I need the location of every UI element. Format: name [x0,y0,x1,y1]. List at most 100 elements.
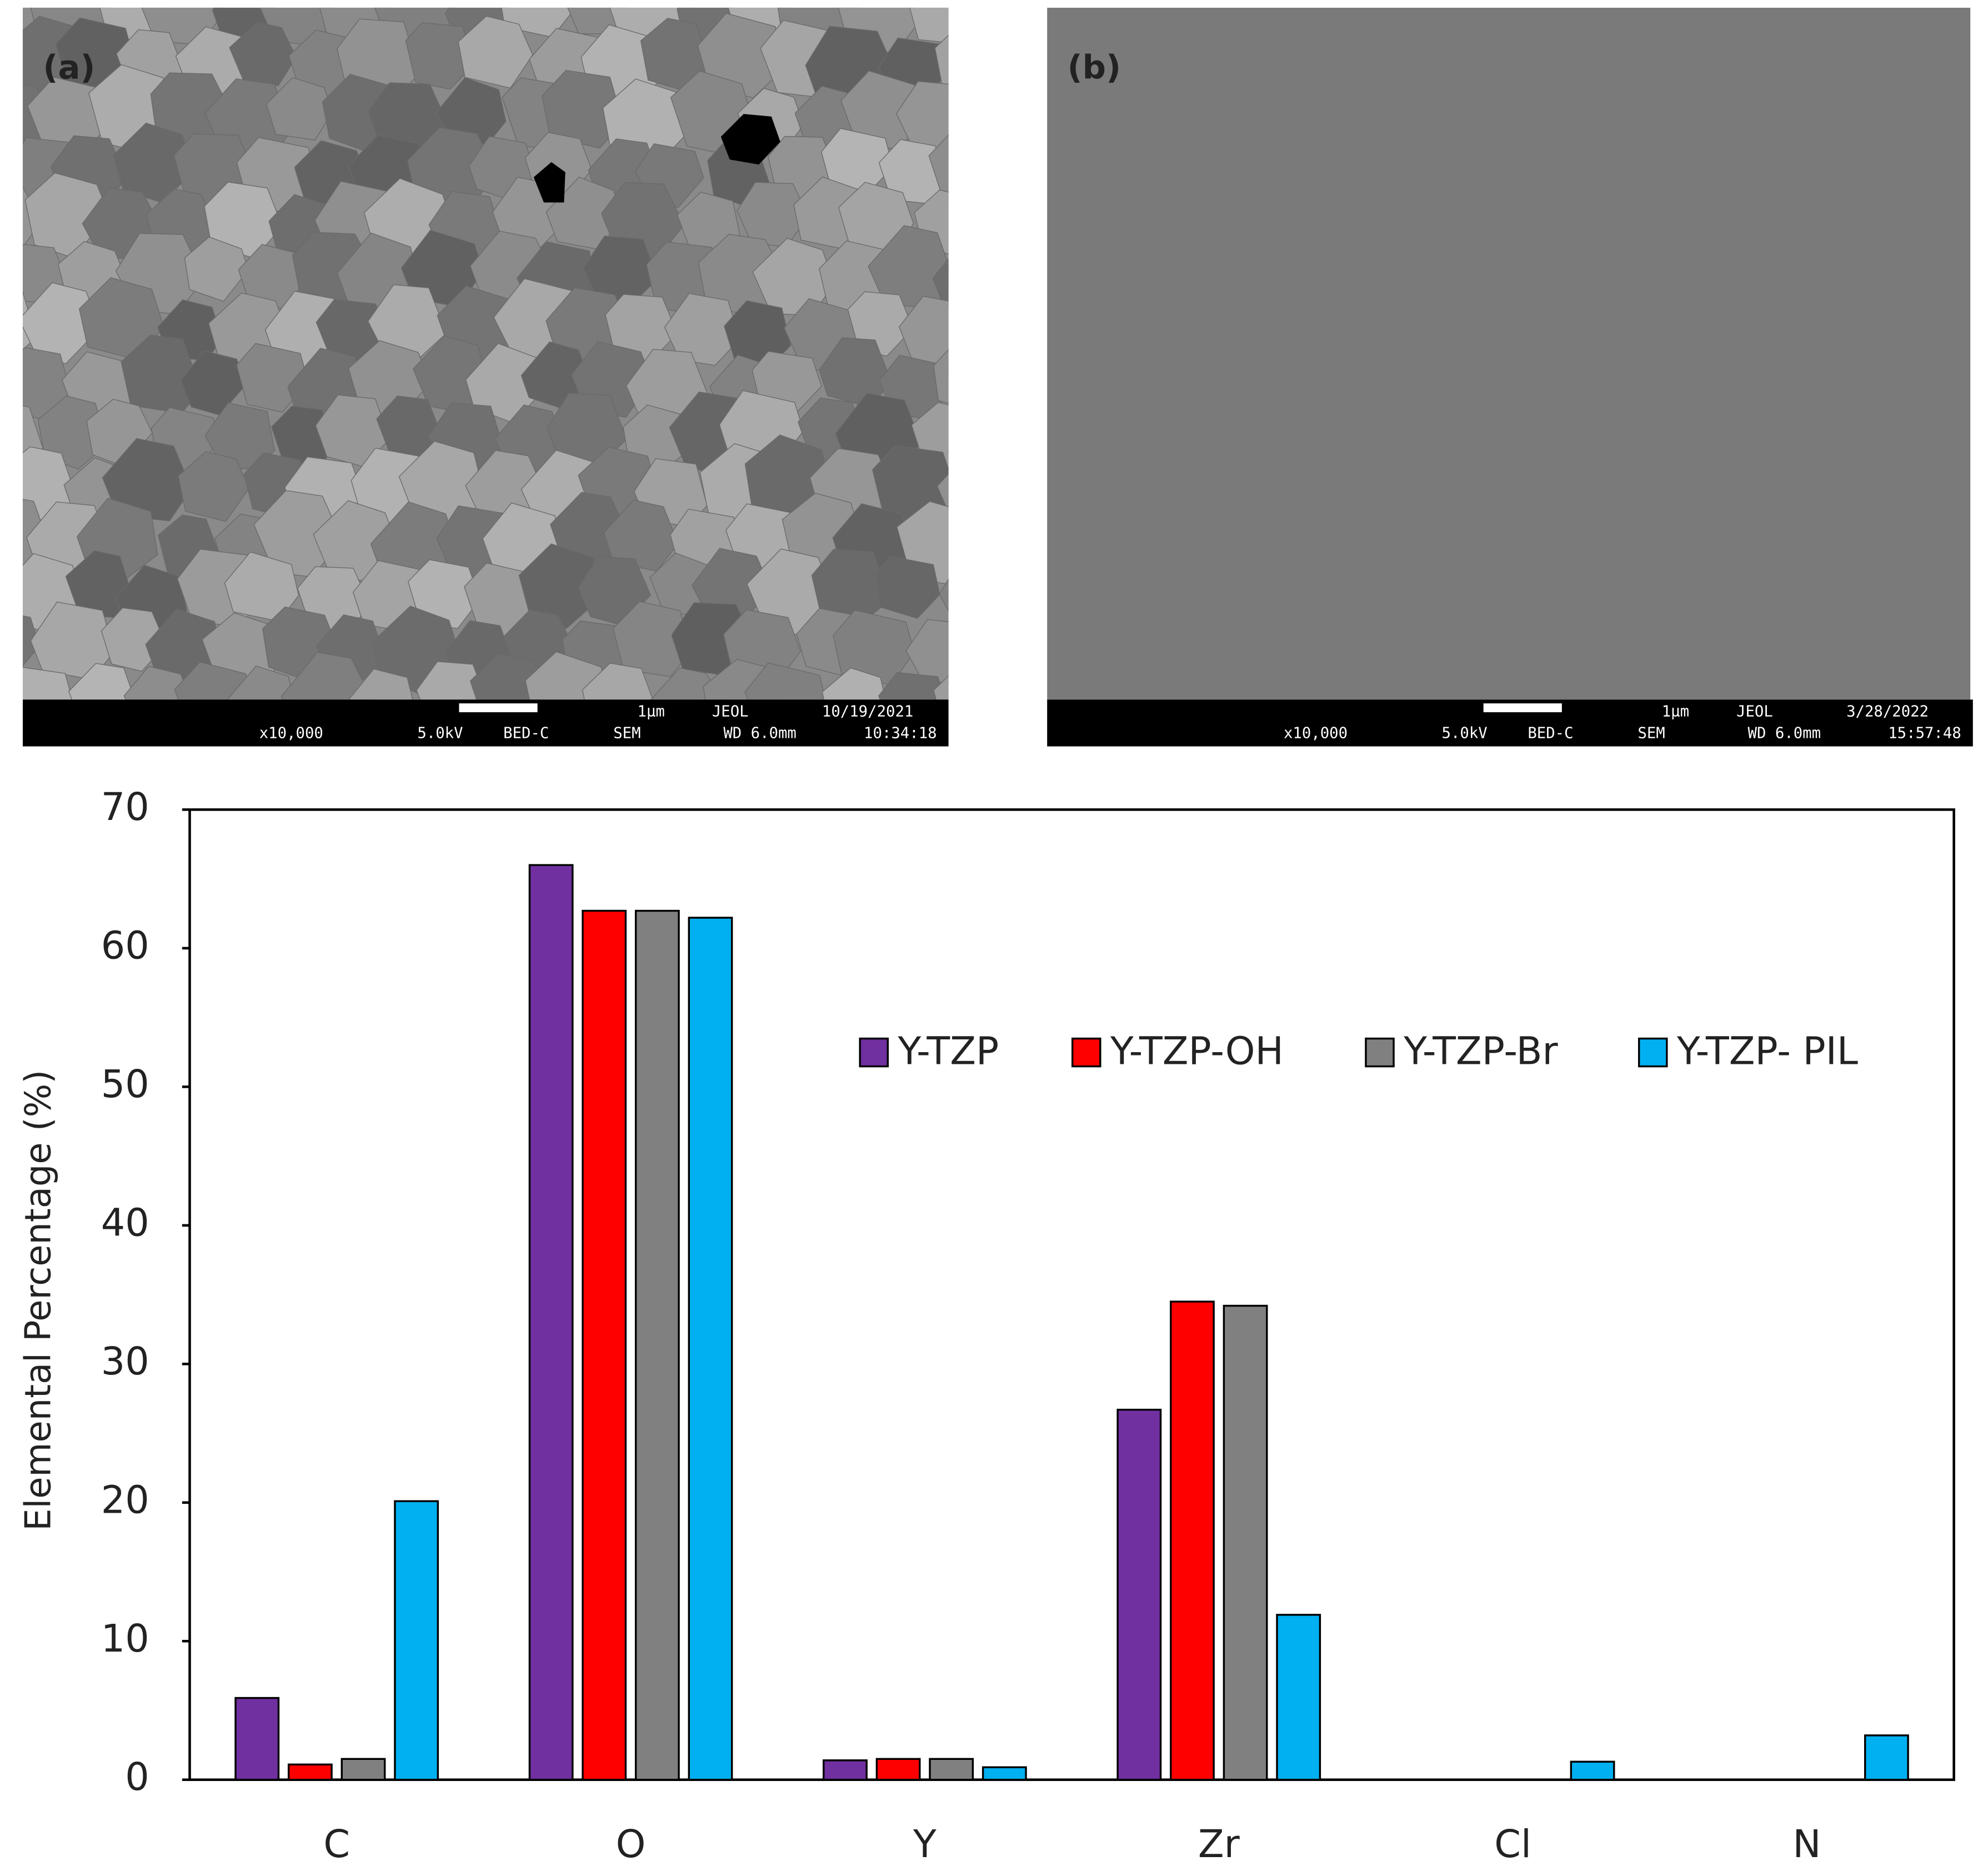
grain [178,451,250,522]
info-maker: JEOL [712,703,749,721]
grain [37,396,109,470]
grain [229,22,297,86]
info-detector: BED-C [1528,724,1573,742]
grain [744,662,827,700]
grain [933,675,949,700]
bar [528,864,574,1781]
grain [582,663,654,700]
grain [416,661,487,700]
x-tick-label: N [1792,1823,1821,1867]
grain [664,293,740,366]
grain [458,16,533,89]
bar [1864,1734,1909,1781]
bar [1223,1304,1268,1781]
grain [518,543,603,629]
info-date: 10/19/2021 [822,703,913,721]
grain [22,667,73,700]
grain [68,663,136,700]
grain [407,559,480,629]
grain [878,672,944,700]
info-wd: WD 6.0mm [1748,724,1821,742]
legend-label: Y-TZP-OH [1110,1029,1284,1073]
y-tick-label: 70 [101,786,149,829]
grain [542,69,624,149]
grain [934,34,949,94]
bar [1170,1300,1215,1781]
x-tick-label: C [323,1823,350,1867]
info-time: 15:57:48 [1888,724,1961,742]
bar [688,917,733,1781]
info-date: 3/28/2022 [1846,703,1929,721]
grain [184,236,249,302]
bar [582,909,627,1781]
grain [928,134,949,204]
pore [720,114,780,165]
grain-layer [22,7,949,700]
info-time: 10:34:18 [864,724,937,742]
info-mag: x10,000 [259,724,323,742]
bar [982,1766,1027,1781]
bar [1570,1760,1615,1781]
grain [933,349,949,404]
bar [823,1759,868,1781]
y-axis-title: Elemental Percentage (%) [18,1070,59,1531]
info-kv: 5.0kV [417,724,463,742]
grain [937,473,949,513]
info-detector: BED-C [503,724,549,742]
bar [875,1758,921,1781]
bar [634,909,680,1781]
plot-frame [188,808,1955,1781]
y-tick-label: 50 [101,1063,149,1107]
grain [905,619,949,684]
info-mode: SEM [1638,724,1665,742]
pore [533,162,565,203]
grain [281,652,373,700]
info-kv: 5.0kV [1442,724,1488,742]
sem-image-b [1047,7,1971,700]
grain [822,667,886,700]
legend-label: Y-TZP [898,1029,999,1073]
info-wd: WD 6.0mm [723,724,797,742]
bar [1116,1408,1162,1781]
legend-swatch [1071,1037,1101,1068]
bar [394,1500,439,1781]
grain [123,666,192,700]
grain [650,667,722,700]
y-tick-label: 30 [101,1340,149,1384]
bar [340,1758,386,1781]
info-mag: x10,000 [1284,724,1348,742]
legend-swatch [1638,1037,1668,1068]
info-mode: SEM [613,724,640,742]
grain [899,296,949,376]
grain [22,282,102,364]
grain [613,601,692,677]
y-tick-label: 20 [101,1478,149,1522]
grain [266,77,334,141]
bar [929,1758,974,1781]
legend-label: Y-TZP- PIL [1676,1029,1858,1073]
grain [227,665,294,700]
bar [234,1697,280,1781]
legend-swatch [1365,1037,1395,1068]
grain [939,578,949,612]
info-scale: 1μm [638,703,665,721]
x-tick-label: Y [913,1823,937,1867]
scale-bar [459,703,538,713]
grain [405,22,475,90]
x-tick-label: Zr [1198,1823,1240,1867]
info-scale: 1μm [1662,703,1689,721]
y-tick-label: 40 [101,1201,149,1245]
grain [933,258,949,308]
panel-label: (a) [43,48,95,87]
legend-label: Y-TZP-Br [1403,1029,1558,1073]
x-tick-label: O [616,1823,646,1867]
legend-swatch [859,1037,889,1068]
grain [909,7,949,43]
bar [287,1763,333,1781]
grain [102,438,192,522]
scale-bar [1483,703,1562,713]
y-tick-label: 10 [101,1617,149,1661]
grain [349,668,413,700]
